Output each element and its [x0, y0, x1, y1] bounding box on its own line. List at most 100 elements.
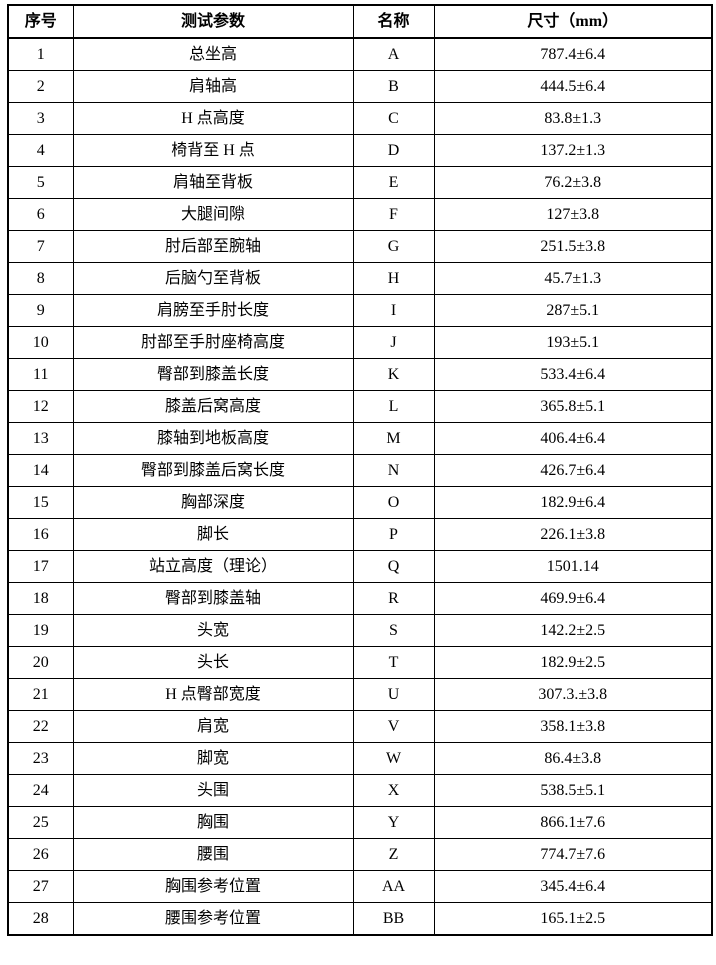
cell-size: 193±5.1	[433, 326, 713, 359]
cell-size: 538.5±5.1	[433, 774, 713, 807]
table-row: 17 站立高度（理论） Q 1501.14	[7, 550, 713, 583]
cell-no: 22	[7, 710, 74, 743]
cell-size: 76.2±3.8	[433, 166, 713, 199]
cell-param: 肘部至手肘座椅高度	[72, 326, 354, 359]
header-cell-no: 序号	[7, 4, 74, 39]
cell-param: 脚宽	[72, 742, 354, 775]
table-row: 25 胸围 Y 866.1±7.6	[7, 806, 713, 839]
cell-no: 26	[7, 838, 74, 871]
cell-name: N	[352, 454, 435, 487]
cell-name: O	[352, 486, 435, 519]
cell-name: I	[352, 294, 435, 327]
cell-name: Y	[352, 806, 435, 839]
cell-no: 16	[7, 518, 74, 551]
cell-name: H	[352, 262, 435, 295]
table-row: 12 膝盖后窝高度 L 365.8±5.1	[7, 390, 713, 423]
table-row: 22 肩宽 V 358.1±3.8	[7, 710, 713, 743]
cell-name: E	[352, 166, 435, 199]
table-row: 3 H 点高度 C 83.8±1.3	[7, 102, 713, 135]
cell-name: G	[352, 230, 435, 263]
cell-size: 444.5±6.4	[433, 70, 713, 103]
cell-no: 14	[7, 454, 74, 487]
cell-size: 1501.14	[433, 550, 713, 583]
cell-no: 25	[7, 806, 74, 839]
table-row: 7 肘后部至腕轴 G 251.5±3.8	[7, 230, 713, 263]
table-row: 18 臀部到膝盖轴 R 469.9±6.4	[7, 582, 713, 615]
cell-param: 胸围	[72, 806, 354, 839]
measurement-table: 序号 测试参数 名称 尺寸（mm） 1 总坐高 A 787.4±6.4 2 肩轴…	[7, 4, 713, 936]
table-row: 24 头围 X 538.5±5.1	[7, 774, 713, 807]
cell-size: 358.1±3.8	[433, 710, 713, 743]
table-row: 13 膝轴到地板高度 M 406.4±6.4	[7, 422, 713, 455]
table-row: 9 肩膀至手肘长度 I 287±5.1	[7, 294, 713, 327]
cell-param: 臀部到膝盖长度	[72, 358, 354, 391]
cell-name: F	[352, 198, 435, 231]
table-row: 16 脚长 P 226.1±3.8	[7, 518, 713, 551]
cell-name: V	[352, 710, 435, 743]
cell-no: 9	[7, 294, 74, 327]
cell-no: 19	[7, 614, 74, 647]
header-cell-name: 名称	[352, 4, 435, 39]
table-row: 8 后脑勺至背板 H 45.7±1.3	[7, 262, 713, 295]
cell-name: R	[352, 582, 435, 615]
cell-name: U	[352, 678, 435, 711]
table-row: 2 肩轴高 B 444.5±6.4	[7, 70, 713, 103]
cell-param: 肩轴高	[72, 70, 354, 103]
cell-param: 胸围参考位置	[72, 870, 354, 903]
table-row: 10 肘部至手肘座椅高度 J 193±5.1	[7, 326, 713, 359]
cell-size: 182.9±6.4	[433, 486, 713, 519]
cell-name: L	[352, 390, 435, 423]
cell-param: 总坐高	[72, 37, 354, 71]
table-row: 21 H 点臀部宽度 U 307.3.±3.8	[7, 678, 713, 711]
cell-param: 膝盖后窝高度	[72, 390, 354, 423]
cell-param: 头围	[72, 774, 354, 807]
cell-no: 8	[7, 262, 74, 295]
cell-name: BB	[352, 902, 435, 936]
table-body: 1 总坐高 A 787.4±6.4 2 肩轴高 B 444.5±6.4 3 H …	[7, 37, 713, 936]
cell-param: 后脑勺至背板	[72, 262, 354, 295]
cell-no: 23	[7, 742, 74, 775]
cell-param: 头宽	[72, 614, 354, 647]
table-row: 14 臀部到膝盖后窝长度 N 426.7±6.4	[7, 454, 713, 487]
cell-param: 臀部到膝盖后窝长度	[72, 454, 354, 487]
cell-no: 3	[7, 102, 74, 135]
cell-size: 307.3.±3.8	[433, 678, 713, 711]
cell-size: 469.9±6.4	[433, 582, 713, 615]
cell-size: 365.8±5.1	[433, 390, 713, 423]
cell-param: 肩轴至背板	[72, 166, 354, 199]
cell-name: Z	[352, 838, 435, 871]
cell-no: 27	[7, 870, 74, 903]
table-row: 1 总坐高 A 787.4±6.4	[7, 37, 713, 71]
cell-param: 膝轴到地板高度	[72, 422, 354, 455]
cell-name: T	[352, 646, 435, 679]
cell-param: 腰围参考位置	[72, 902, 354, 936]
cell-no: 4	[7, 134, 74, 167]
cell-no: 13	[7, 422, 74, 455]
cell-size: 182.9±2.5	[433, 646, 713, 679]
cell-name: K	[352, 358, 435, 391]
table-row: 26 腰围 Z 774.7±7.6	[7, 838, 713, 871]
cell-no: 5	[7, 166, 74, 199]
cell-param: 腰围	[72, 838, 354, 871]
cell-param: 臀部到膝盖轴	[72, 582, 354, 615]
cell-size: 345.4±6.4	[433, 870, 713, 903]
header-cell-size: 尺寸（mm）	[433, 4, 713, 39]
cell-name: W	[352, 742, 435, 775]
cell-no: 21	[7, 678, 74, 711]
table-row: 23 脚宽 W 86.4±3.8	[7, 742, 713, 775]
cell-no: 11	[7, 358, 74, 391]
cell-no: 18	[7, 582, 74, 615]
cell-no: 15	[7, 486, 74, 519]
cell-size: 165.1±2.5	[433, 902, 713, 936]
cell-size: 127±3.8	[433, 198, 713, 231]
cell-no: 28	[7, 902, 74, 936]
table-row: 20 头长 T 182.9±2.5	[7, 646, 713, 679]
header-cell-param: 测试参数	[72, 4, 354, 39]
cell-name: M	[352, 422, 435, 455]
cell-size: 83.8±1.3	[433, 102, 713, 135]
cell-param: 肩膀至手肘长度	[72, 294, 354, 327]
cell-param: 胸部深度	[72, 486, 354, 519]
table-row: 28 腰围参考位置 BB 165.1±2.5	[7, 902, 713, 936]
cell-size: 426.7±6.4	[433, 454, 713, 487]
cell-size: 787.4±6.4	[433, 37, 713, 71]
